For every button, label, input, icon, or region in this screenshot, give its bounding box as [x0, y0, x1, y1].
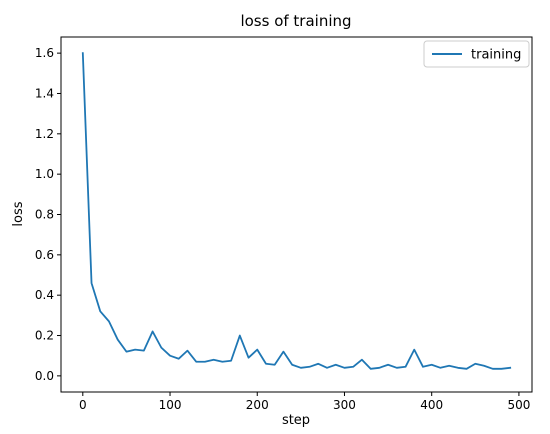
y-tick-label: 1.4 — [35, 86, 54, 100]
y-tick-label: 1.6 — [35, 46, 54, 60]
y-axis-ticks: 0.0 0.2 0.4 0.6 0.8 1.0 1.2 1.4 1.6 — [35, 46, 61, 383]
legend: training — [423, 40, 530, 68]
legend-label-training: training — [471, 48, 521, 63]
x-tick-label: 400 — [420, 398, 443, 412]
x-tick-label: 200 — [246, 398, 269, 412]
y-tick-label: 0.2 — [35, 329, 54, 343]
y-tick-label: 1.2 — [35, 127, 54, 141]
x-axis-ticks: 0 100 200 300 400 500 — [79, 392, 530, 412]
y-tick-label: 0.4 — [35, 288, 54, 302]
x-tick-label: 500 — [507, 398, 530, 412]
series-line-training — [81, 52, 512, 370]
y-tick-label: 0.0 — [35, 369, 54, 383]
y-tick-label: 1.0 — [35, 167, 54, 181]
x-tick-label: 300 — [333, 398, 356, 412]
y-tick-label: 0.8 — [35, 208, 54, 222]
x-tick-label: 0 — [79, 398, 87, 412]
chart-title: loss of training — [240, 12, 351, 30]
plot-area — [60, 36, 533, 393]
x-axis-label: step — [282, 413, 310, 428]
legend-box — [423, 40, 530, 68]
series-layer — [81, 52, 512, 370]
x-tick-label: 100 — [159, 398, 182, 412]
y-axis-label: loss — [11, 201, 26, 226]
y-tick-label: 0.6 — [35, 248, 54, 262]
